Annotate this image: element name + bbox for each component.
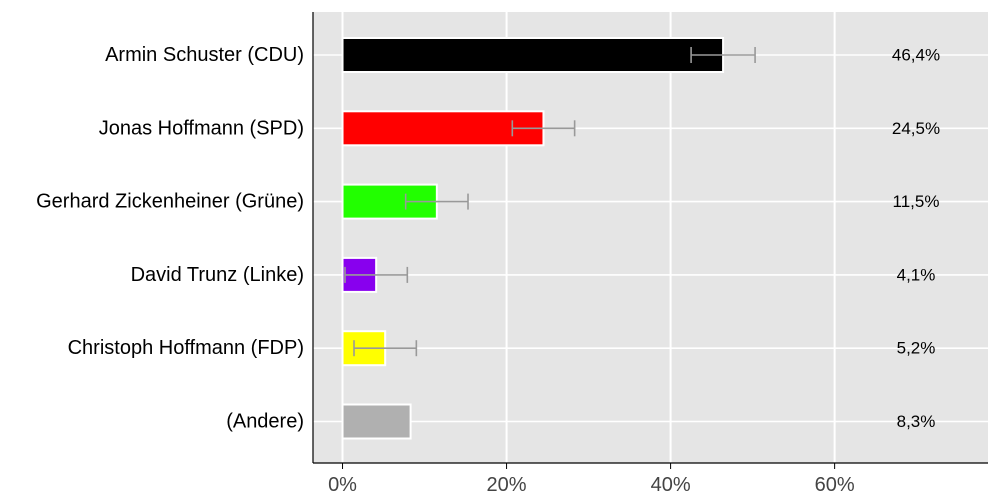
x-tick-label: 20% — [487, 474, 527, 496]
category-label: (Andere) — [226, 411, 304, 433]
bar — [341, 110, 545, 147]
category-label: Gerhard Zickenheiner (Grüne) — [36, 191, 304, 213]
category-label: Armin Schuster (CDU) — [105, 44, 304, 66]
category-label: Christoph Hoffmann (FDP) — [68, 337, 304, 359]
value-label: 24,5% — [892, 119, 940, 138]
x-tick-labels: 0% 20% 40% 60% — [328, 463, 855, 496]
error-bars — [344, 47, 756, 357]
bar — [341, 37, 725, 73]
category-labels: Armin Schuster (CDU) Jonas Hoffmann (SPD)… — [36, 44, 304, 433]
plot-background — [313, 12, 988, 463]
value-label: 46,4% — [892, 46, 940, 65]
value-label: 4,1% — [897, 265, 936, 284]
x-tick-label: 40% — [651, 474, 691, 496]
x-tick-label: 60% — [815, 474, 855, 496]
value-label: 11,5% — [893, 192, 940, 211]
value-label: 5,2% — [897, 339, 936, 358]
x-tick-label: 0% — [328, 474, 357, 496]
value-labels: 46,4% 24,5% 11,5% 4,1% 5,2% 8,3% — [892, 46, 940, 432]
category-label: Jonas Hoffmann (SPD) — [99, 117, 304, 139]
value-label: 8,3% — [897, 412, 936, 431]
category-label: David Trunz (Linke) — [131, 264, 304, 286]
bar — [341, 403, 412, 440]
